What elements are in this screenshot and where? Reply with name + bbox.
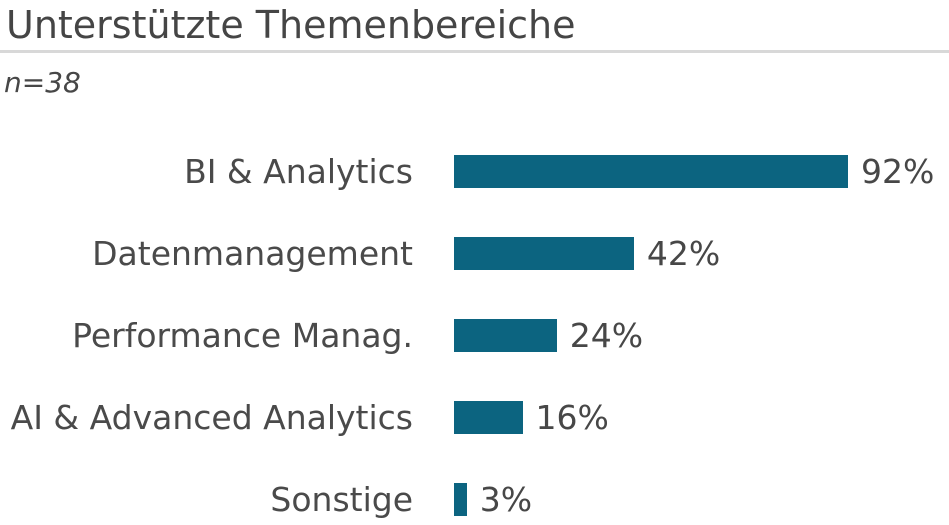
category-label: BI & Analytics	[184, 151, 413, 191]
chart-row: AI & Advanced Analytics 16%	[0, 376, 949, 458]
bar	[454, 400, 523, 434]
bar	[454, 236, 634, 270]
value-label: 24%	[569, 315, 644, 355]
value-label: 42%	[646, 233, 721, 273]
chart-row: Datenmanagement 42%	[0, 212, 949, 294]
category-label: Performance Manag.	[72, 315, 413, 355]
value-label: 92%	[861, 151, 935, 191]
chart-row: Performance Manag. 24%	[0, 294, 949, 376]
bar	[454, 482, 467, 516]
value-label: 3%	[479, 479, 533, 519]
category-label: AI & Advanced Analytics	[10, 397, 413, 437]
title-divider	[0, 50, 949, 53]
sample-size-note: n=38	[4, 66, 81, 99]
category-label: Datenmanagement	[92, 233, 413, 273]
chart-title: Unterstützte Themenbereiche	[6, 3, 576, 47]
category-label: Sonstige	[270, 479, 413, 519]
value-label: 16%	[535, 397, 609, 437]
chart-row: BI & Analytics 92%	[0, 130, 949, 212]
bar	[454, 154, 848, 188]
chart-row: Sonstige 3%	[0, 458, 949, 525]
chart-rows: BI & Analytics 92% Datenmanagement 42% Perfo…	[0, 130, 949, 525]
bar	[454, 318, 557, 352]
